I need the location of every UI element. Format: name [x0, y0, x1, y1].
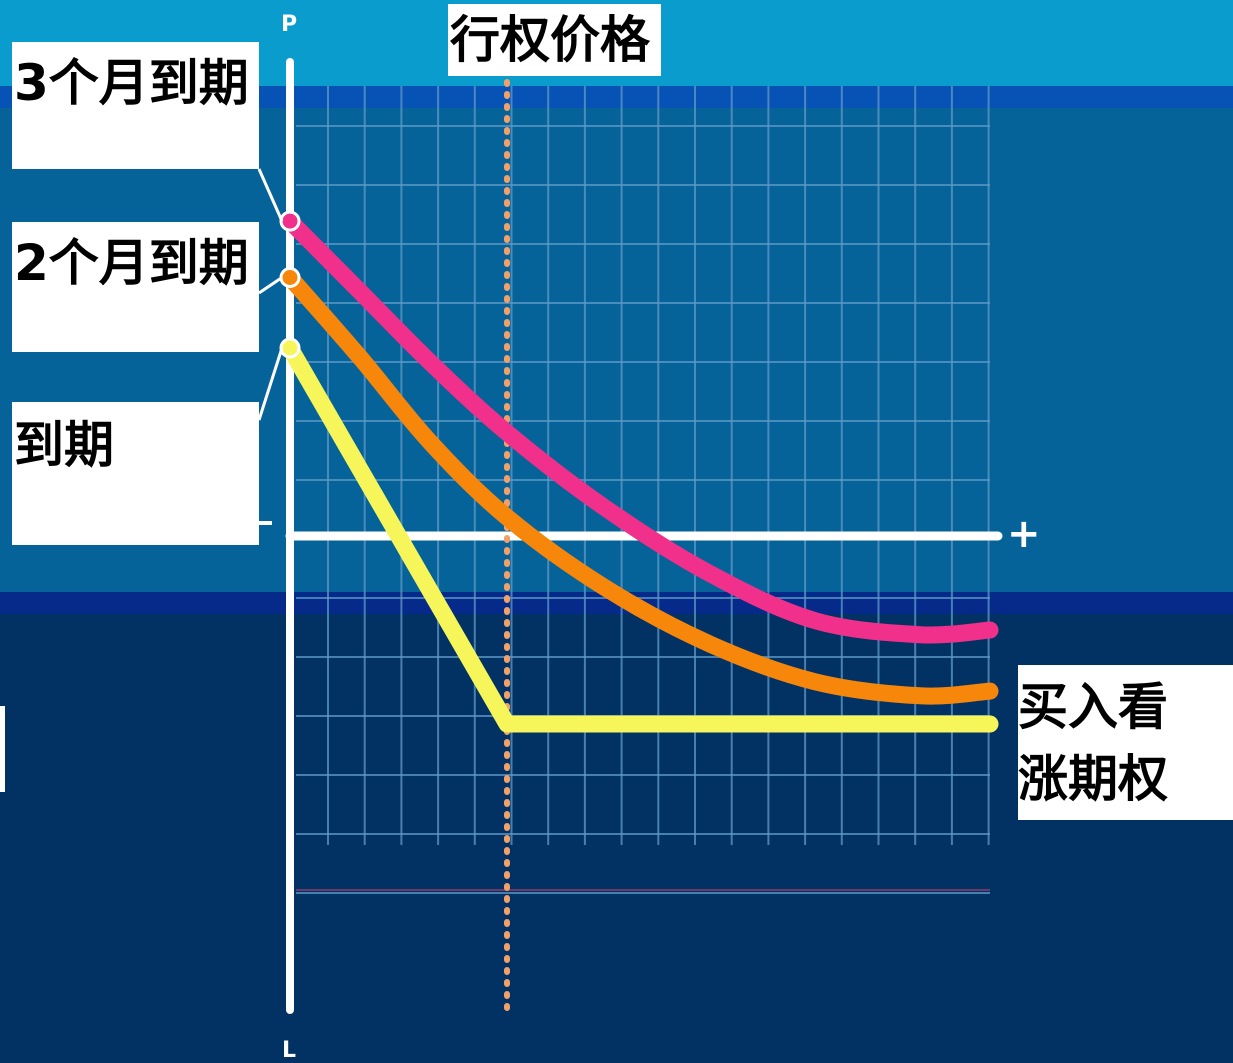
strike-price-label: 行权价格: [448, 4, 661, 76]
chart-grid: [296, 86, 990, 894]
y-axis-top-label: P: [281, 12, 298, 37]
label-connectors: [257, 168, 284, 421]
series-expiry-line: [281, 339, 999, 733]
edge-marker: [0, 706, 5, 792]
legend-label-3-month: 3个月到期: [12, 42, 259, 169]
option-type-label-line2: 涨期权: [1018, 750, 1168, 808]
option-type-label-line1: 买入看: [1018, 678, 1168, 736]
series-layer: [279, 210, 999, 733]
background-separator-top: [0, 86, 1233, 108]
series-2-month-connector: [258, 276, 283, 295]
legend-label-2-month: 2个月到期: [12, 222, 259, 352]
series-2-month-start-marker: [279, 267, 301, 288]
series-3-month-line: [281, 212, 999, 644]
x-axis-minus-label: [258, 521, 272, 525]
series-2-month-line: [281, 269, 999, 705]
y-axis-bottom-label: L: [282, 1038, 297, 1063]
series-expiry-connector: [257, 347, 284, 421]
legend-label-expiry: 到期: [12, 402, 259, 545]
option-type-label: 买入看 涨期权: [1018, 665, 1233, 820]
series-expiry-start-marker: [279, 337, 301, 359]
series-3-month-start-marker: [279, 210, 301, 232]
x-axis-plus-label: +: [1007, 511, 1041, 557]
series-3-month-connector: [257, 168, 284, 222]
